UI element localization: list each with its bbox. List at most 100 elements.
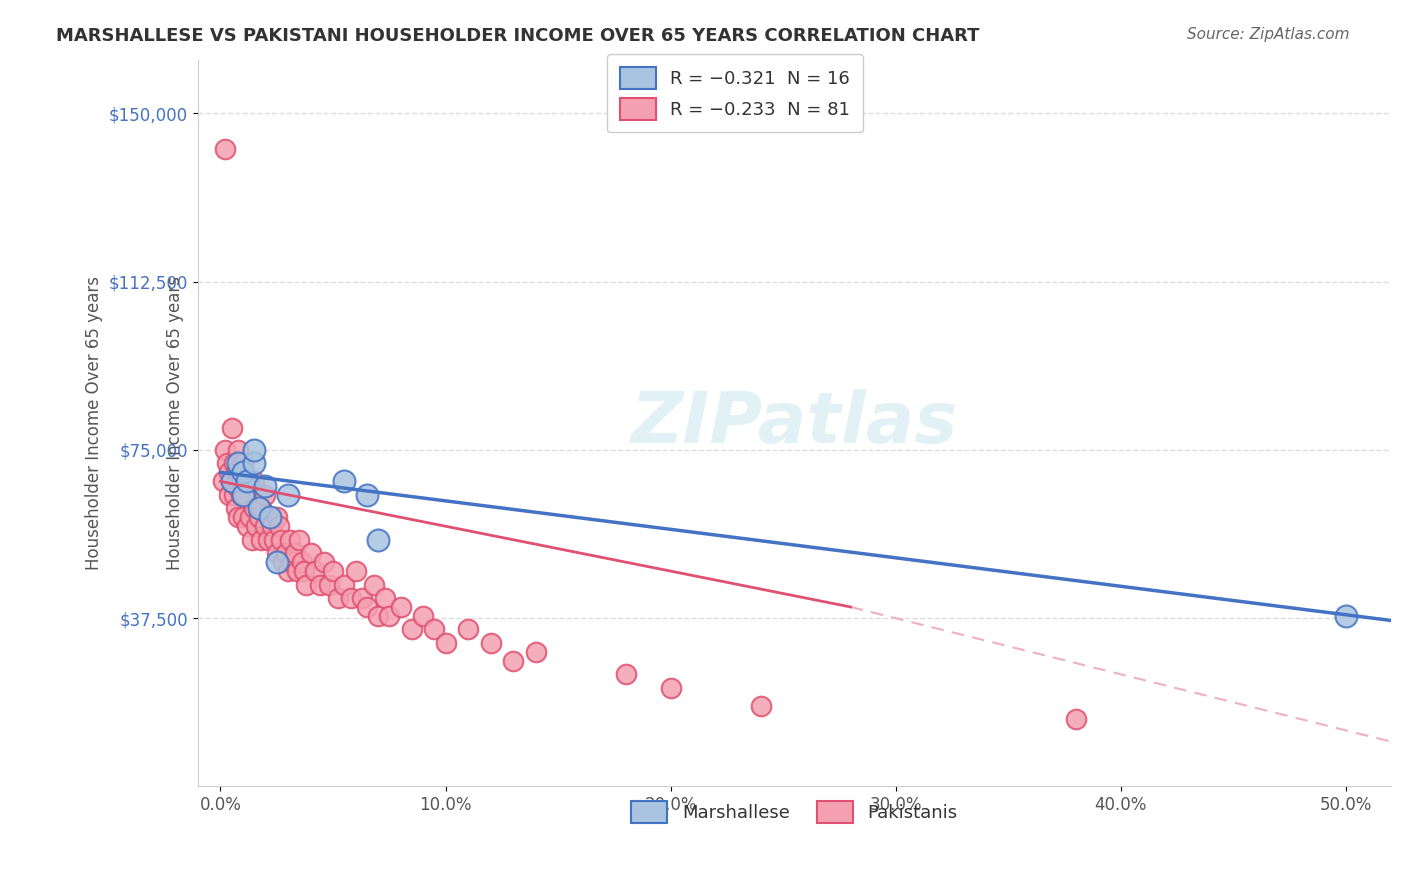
Point bbox=[312, 555, 335, 569]
Point bbox=[247, 510, 270, 524]
Text: Source: ZipAtlas.com: Source: ZipAtlas.com bbox=[1187, 27, 1350, 42]
Point bbox=[277, 488, 299, 502]
Point bbox=[225, 479, 247, 493]
Point bbox=[374, 591, 396, 605]
Point bbox=[222, 457, 245, 471]
Point bbox=[290, 555, 312, 569]
Point bbox=[218, 466, 240, 480]
Point bbox=[318, 577, 340, 591]
Point bbox=[378, 609, 401, 624]
Point bbox=[352, 591, 374, 605]
Point bbox=[614, 667, 637, 681]
Point bbox=[236, 475, 259, 489]
Point bbox=[284, 546, 307, 560]
Point bbox=[281, 555, 304, 569]
Point bbox=[232, 466, 254, 480]
Point bbox=[214, 442, 236, 457]
Point bbox=[356, 599, 378, 614]
Point bbox=[221, 475, 243, 489]
Point bbox=[225, 501, 247, 516]
Point bbox=[254, 519, 277, 533]
Point bbox=[322, 564, 344, 578]
Point bbox=[273, 555, 295, 569]
Point bbox=[254, 479, 277, 493]
Point bbox=[228, 457, 250, 471]
Point bbox=[247, 501, 270, 516]
Point bbox=[356, 488, 378, 502]
Point bbox=[389, 599, 412, 614]
Point bbox=[412, 609, 434, 624]
Point bbox=[228, 442, 250, 457]
Point bbox=[233, 488, 256, 502]
Point bbox=[749, 698, 772, 713]
Point bbox=[659, 681, 682, 695]
Point bbox=[256, 533, 278, 547]
Text: MARSHALLESE VS PAKISTANI HOUSEHOLDER INCOME OVER 65 YEARS CORRELATION CHART: MARSHALLESE VS PAKISTANI HOUSEHOLDER INC… bbox=[56, 27, 980, 45]
Point bbox=[229, 488, 252, 502]
Point bbox=[239, 510, 262, 524]
Point bbox=[266, 555, 288, 569]
Point bbox=[266, 546, 288, 560]
Point bbox=[232, 510, 254, 524]
Point bbox=[232, 488, 254, 502]
Point bbox=[1064, 712, 1087, 726]
Point bbox=[221, 475, 243, 489]
Point bbox=[211, 475, 233, 489]
Point bbox=[240, 533, 263, 547]
Point bbox=[340, 591, 363, 605]
Point bbox=[250, 533, 273, 547]
Point bbox=[263, 533, 285, 547]
Point bbox=[333, 577, 356, 591]
Point bbox=[288, 533, 311, 547]
Text: ZIPatlas: ZIPatlas bbox=[631, 389, 957, 458]
Point bbox=[274, 546, 297, 560]
Point bbox=[245, 519, 267, 533]
Point bbox=[367, 609, 389, 624]
Point bbox=[259, 510, 281, 524]
Point bbox=[243, 501, 266, 516]
Point bbox=[266, 510, 288, 524]
Point bbox=[344, 564, 367, 578]
Point bbox=[259, 510, 281, 524]
Point bbox=[221, 420, 243, 434]
Legend: Marshallese, Pakistanis: Marshallese, Pakistanis bbox=[619, 789, 970, 836]
Point bbox=[228, 475, 250, 489]
Y-axis label: Householder Income Over 65 years: Householder Income Over 65 years bbox=[166, 276, 184, 570]
Point bbox=[304, 564, 326, 578]
Point bbox=[225, 466, 247, 480]
Point bbox=[232, 457, 254, 471]
Point bbox=[333, 475, 356, 489]
Point bbox=[299, 546, 322, 560]
Point bbox=[267, 519, 290, 533]
Point bbox=[278, 533, 301, 547]
Point bbox=[228, 510, 250, 524]
Point bbox=[262, 519, 284, 533]
Point bbox=[434, 636, 457, 650]
Point bbox=[236, 475, 259, 489]
Point bbox=[308, 577, 330, 591]
Point bbox=[243, 457, 266, 471]
Point bbox=[326, 591, 349, 605]
Point bbox=[524, 645, 547, 659]
Point bbox=[218, 488, 240, 502]
Point bbox=[295, 577, 318, 591]
Y-axis label: Householder Income Over 65 years: Householder Income Over 65 years bbox=[86, 276, 103, 570]
Point bbox=[270, 533, 292, 547]
Point bbox=[236, 519, 259, 533]
Point bbox=[479, 636, 502, 650]
Point bbox=[423, 623, 446, 637]
Point bbox=[292, 564, 315, 578]
Point bbox=[250, 501, 273, 516]
Point bbox=[243, 442, 266, 457]
Point bbox=[214, 142, 236, 156]
Point bbox=[457, 623, 479, 637]
Point bbox=[277, 564, 299, 578]
Point bbox=[243, 475, 266, 489]
Point bbox=[1334, 609, 1357, 624]
Point bbox=[217, 457, 239, 471]
Point bbox=[367, 533, 389, 547]
Point bbox=[285, 564, 308, 578]
Point bbox=[232, 466, 254, 480]
Point bbox=[222, 488, 245, 502]
Point bbox=[254, 488, 277, 502]
